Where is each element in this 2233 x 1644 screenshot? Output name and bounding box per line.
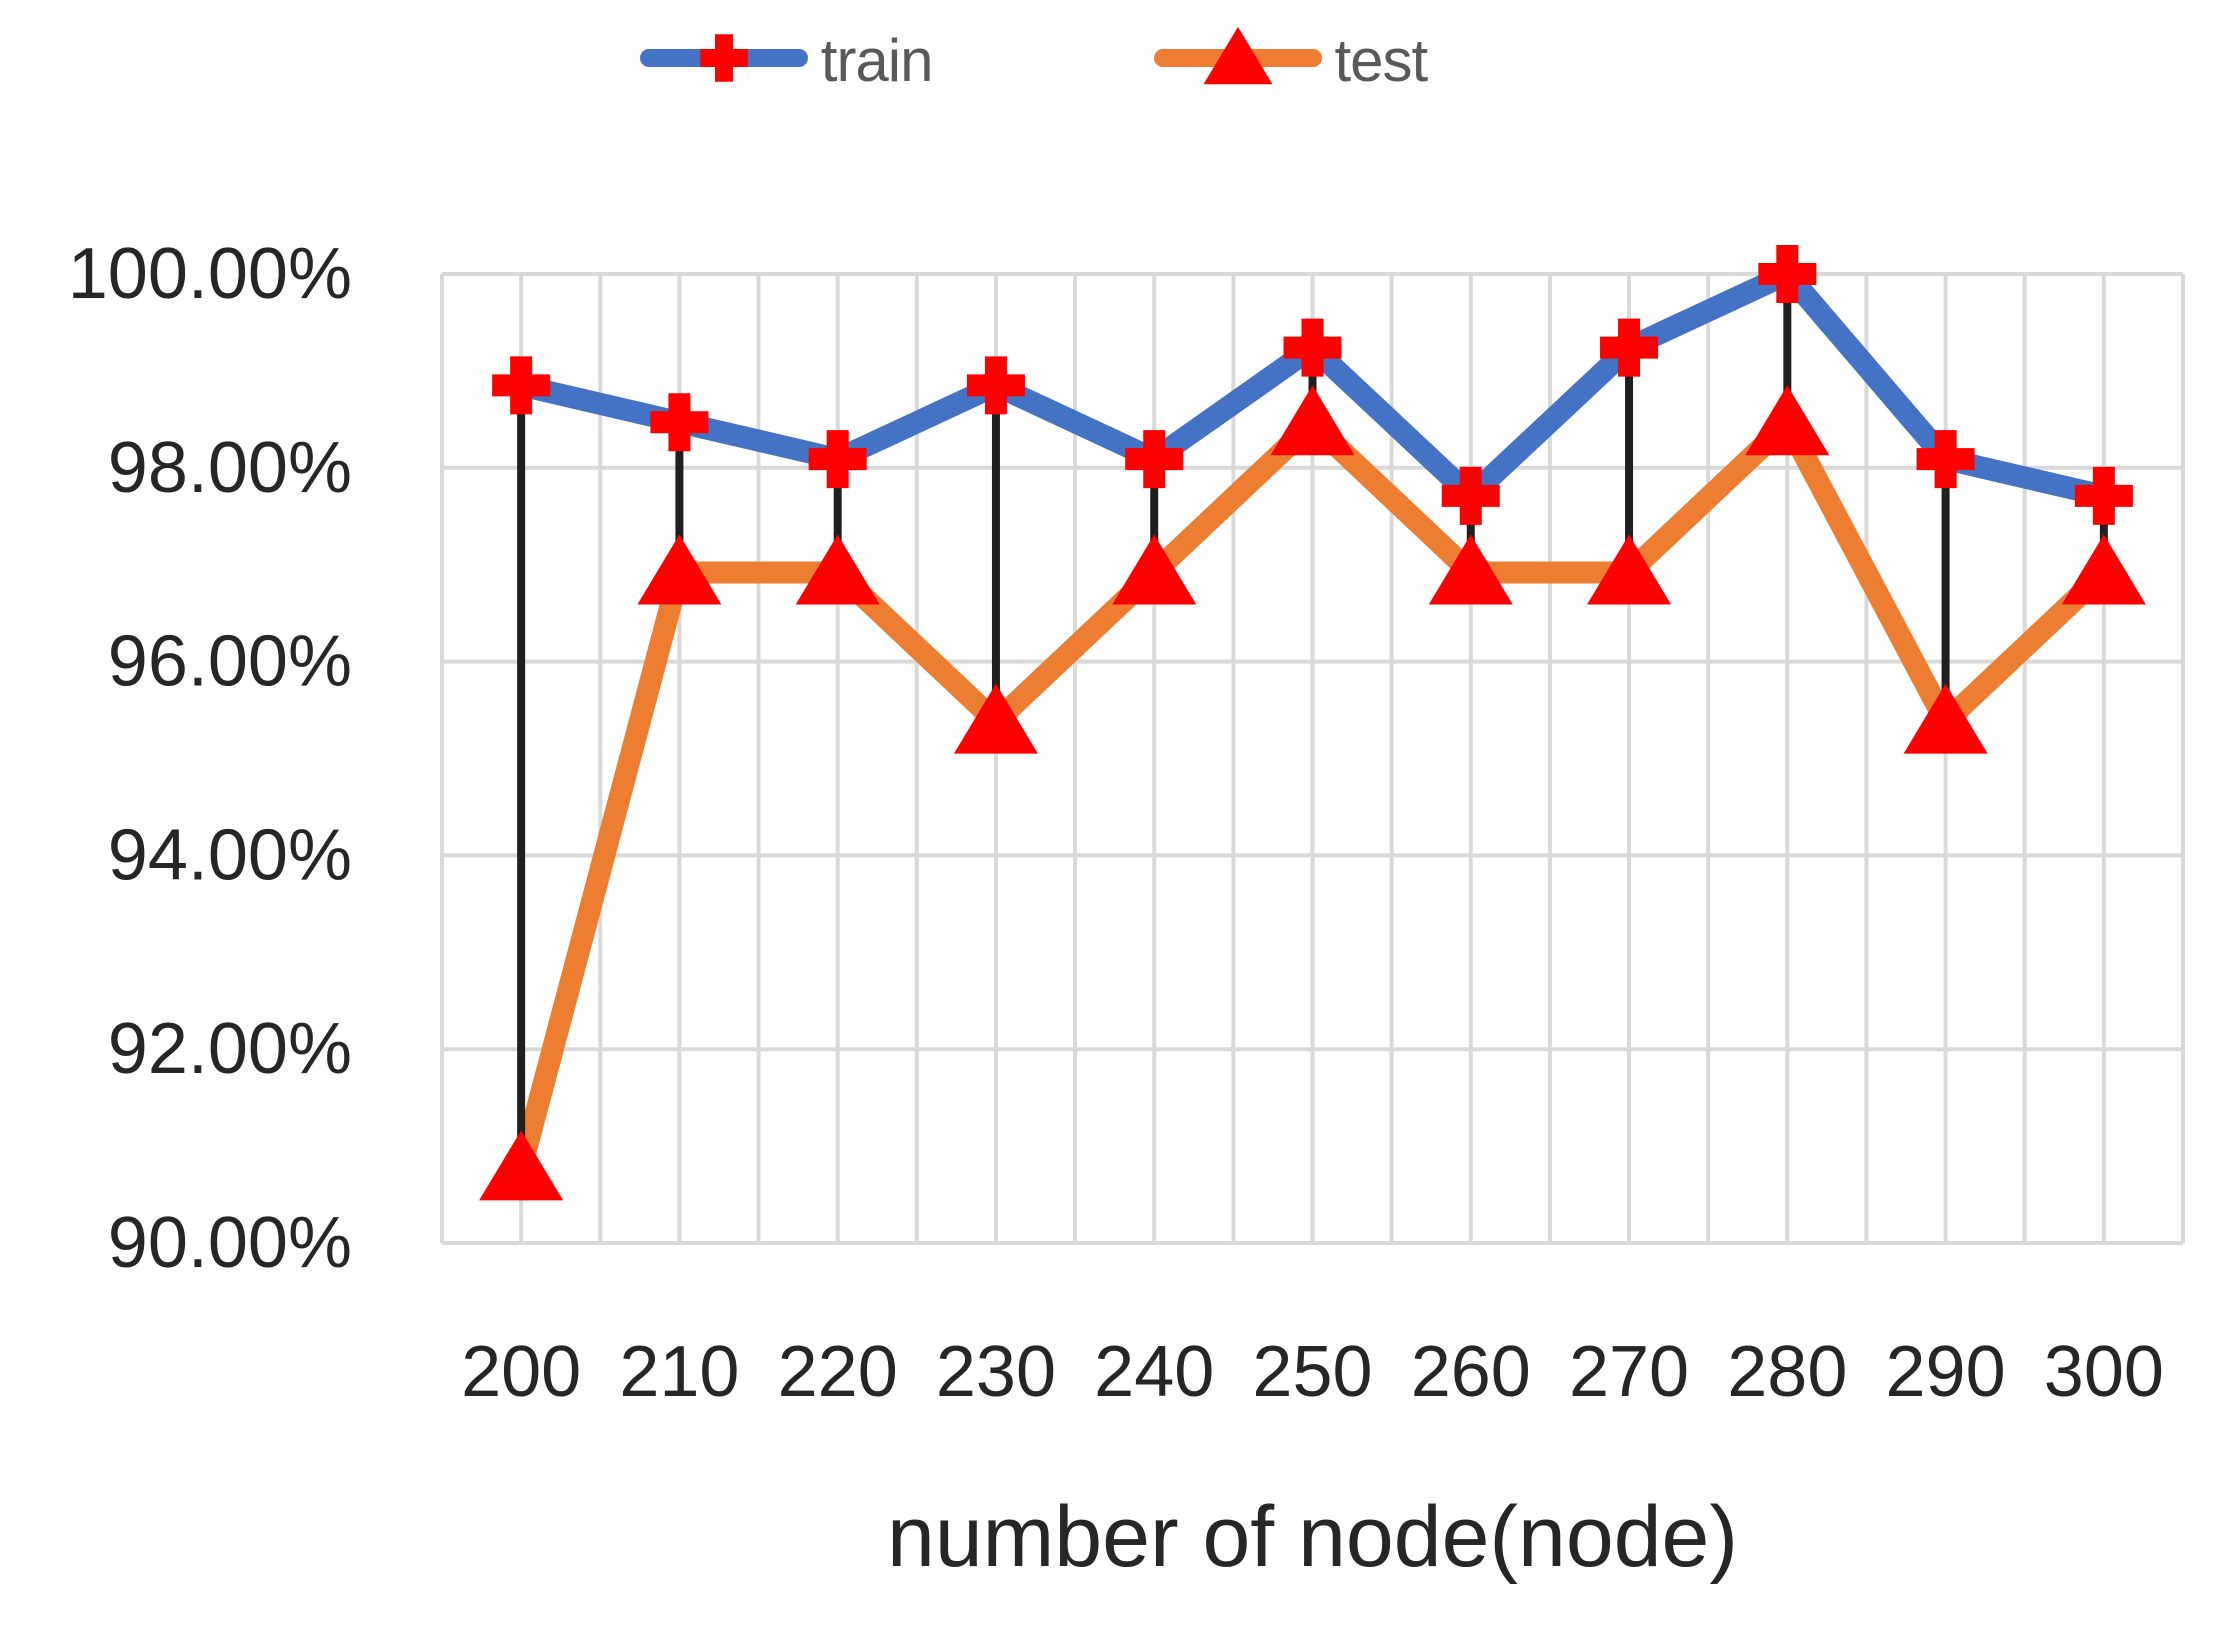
legend-item-train: train [639, 10, 933, 111]
svg-text:260: 260 [1411, 1332, 1531, 1412]
x-axis-title: number of node(node) [886, 1489, 1738, 1585]
legend: train test [0, 10, 2066, 111]
x-axis-tick-labels: 200 210 220 230 240 250 260 270 280 290 300 [461, 1332, 2164, 1412]
svg-text:230: 230 [936, 1332, 1056, 1412]
svg-text:96.00%: 96.00% [108, 622, 352, 702]
svg-text:210: 210 [619, 1332, 739, 1412]
svg-text:100.00%: 100.00% [68, 234, 352, 314]
legend-item-test: test [1153, 10, 1428, 111]
svg-text:250: 250 [1252, 1332, 1372, 1412]
svg-text:290: 290 [1886, 1332, 2006, 1412]
series-train-markers [492, 245, 2133, 525]
svg-text:90.00%: 90.00% [108, 1203, 352, 1283]
svg-text:200: 200 [461, 1332, 581, 1412]
svg-text:300: 300 [2044, 1332, 2164, 1412]
svg-text:220: 220 [778, 1332, 898, 1412]
svg-text:92.00%: 92.00% [108, 1009, 352, 1089]
legend-item-label: train [820, 26, 934, 94]
y-axis-tick-labels: 90.00% 92.00% 94.00% 96.00% 98.00% 100.00% [68, 234, 352, 1283]
svg-text:280: 280 [1727, 1332, 1847, 1412]
svg-text:98.00%: 98.00% [108, 428, 352, 508]
legend-item-label: test [1334, 26, 1429, 94]
legend-sample-train-line-plus-icon [639, 10, 809, 111]
series-test-markers [479, 385, 2146, 1201]
svg-text:270: 270 [1569, 1332, 1689, 1412]
svg-text:94.00%: 94.00% [108, 815, 352, 895]
svg-text:240: 240 [1094, 1332, 1214, 1412]
legend-sample-test-line-triangle-icon [1153, 10, 1323, 111]
